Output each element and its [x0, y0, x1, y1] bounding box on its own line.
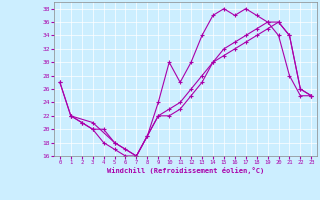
X-axis label: Windchill (Refroidissement éolien,°C): Windchill (Refroidissement éolien,°C): [107, 167, 264, 174]
